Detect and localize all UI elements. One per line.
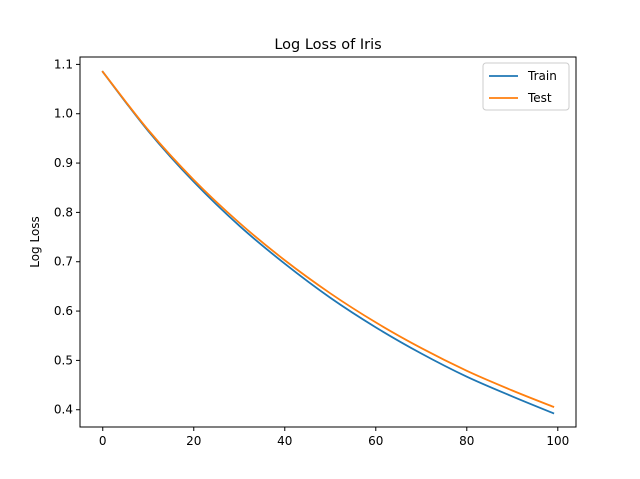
y-tick-label-0.7: 0.7 <box>54 255 73 269</box>
legend-label-train: Train <box>527 69 557 83</box>
y-tick-label-0.9: 0.9 <box>54 156 73 170</box>
x-tick-label-100: 100 <box>546 434 569 448</box>
y-tick-label-1: 1.0 <box>54 107 73 121</box>
y-tick-label-1.1: 1.1 <box>54 57 73 71</box>
x-tick-label-20: 20 <box>186 434 201 448</box>
y-tick-label-0.4: 0.4 <box>54 403 73 417</box>
x-tick-label-80: 80 <box>459 434 474 448</box>
legend-label-test: Test <box>527 91 552 105</box>
x-tick-label-40: 40 <box>277 434 292 448</box>
x-tick-label-0: 0 <box>99 434 107 448</box>
y-tick-label-0.8: 0.8 <box>54 205 73 219</box>
y-tick-label-0.5: 0.5 <box>54 353 73 367</box>
legend: Train Test <box>482 62 570 111</box>
series-line-test <box>101 70 555 408</box>
x-axis: 0 20 40 60 80 100 <box>99 427 569 448</box>
chart-title: Log Loss of Iris <box>274 37 381 53</box>
x-tick-label-60: 60 <box>368 434 383 448</box>
plot-frame <box>79 56 577 428</box>
series-line-train <box>101 70 555 415</box>
y-tick-label-0.6: 0.6 <box>54 304 73 318</box>
y-axis-label: Log Loss <box>28 216 42 268</box>
y-axis: 0.4 0.5 0.6 0.7 0.8 0.9 1.0 1.1 <box>54 57 80 417</box>
plot-area <box>101 70 555 415</box>
